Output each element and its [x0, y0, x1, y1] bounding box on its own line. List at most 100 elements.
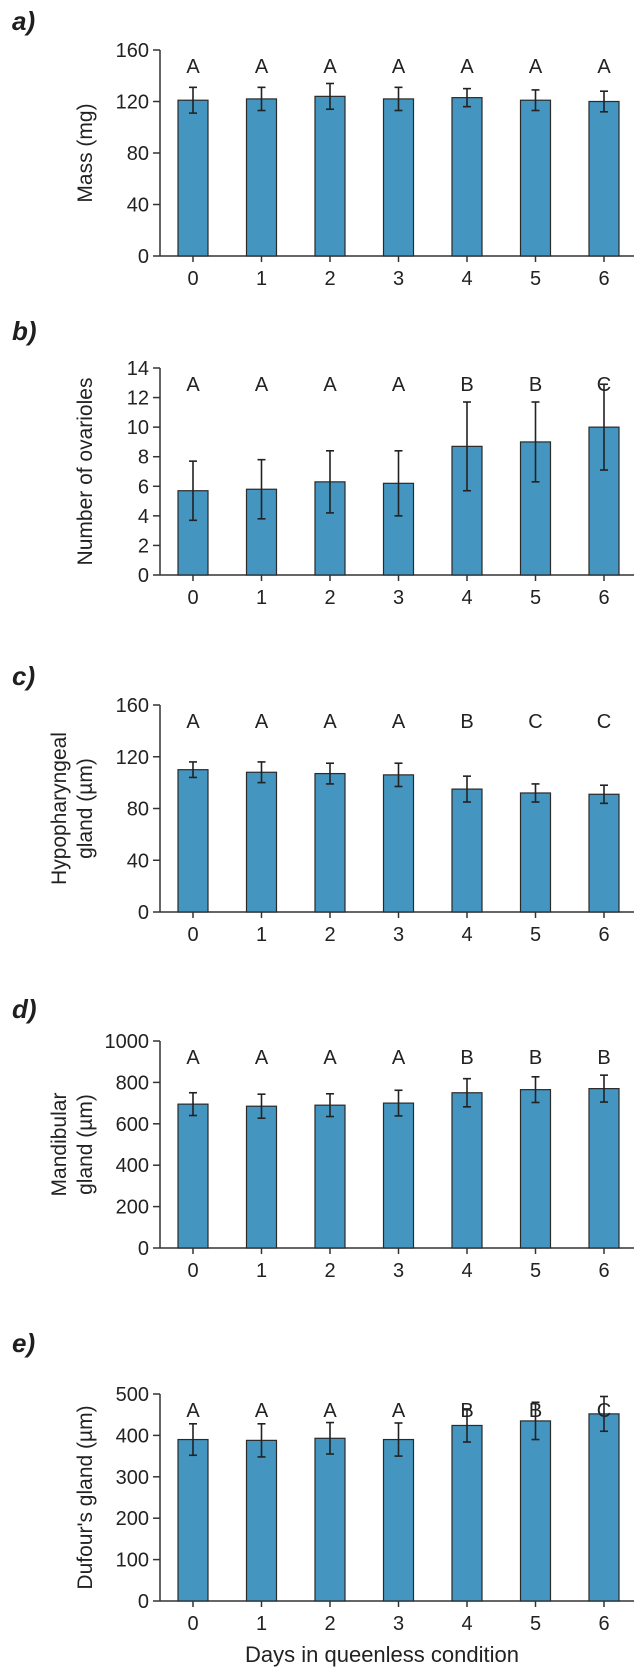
bar	[451, 1092, 483, 1249]
panel-1: a) 0 40 80 120 160 Mass (mg) 0 A 1 A 2 A 3 A 4 A 5 A 6 A	[12, 6, 634, 290]
panel-letter: a)	[12, 6, 35, 36]
bar	[177, 769, 209, 913]
x-tick-label: 5	[530, 587, 541, 609]
x-tick-label: 4	[461, 587, 472, 609]
x-tick-label: 1	[256, 268, 267, 290]
y-axis-title: gland (µm)	[74, 1094, 97, 1195]
bar	[451, 788, 483, 913]
panel-4: d) 0 200 400 600 800 1000 Mandibular gland (µm) 0…	[12, 994, 634, 1282]
y-tick-label: 10	[127, 417, 149, 439]
significance-letter: B	[460, 1047, 473, 1069]
bar	[314, 95, 346, 257]
y-tick-label: 800	[116, 1072, 149, 1094]
x-axis-title: Days in queenless condition	[245, 1642, 519, 1667]
x-tick-label: 0	[187, 1260, 198, 1282]
y-tick-label: 6	[138, 476, 149, 498]
x-tick-label: 1	[256, 1260, 267, 1282]
x-tick-label: 6	[598, 587, 609, 609]
y-tick-label: 0	[138, 565, 149, 587]
significance-letter: A	[255, 1400, 269, 1422]
y-axis-title: gland (µm)	[74, 758, 97, 859]
x-tick-label: 5	[530, 1613, 541, 1635]
y-tick-label: 0	[138, 1591, 149, 1613]
significance-letter: A	[323, 1400, 337, 1422]
x-tick-label: 6	[598, 1613, 609, 1635]
x-tick-label: 5	[530, 268, 541, 290]
bar	[588, 793, 620, 913]
x-tick-label: 3	[393, 924, 404, 946]
y-tick-label: 80	[127, 143, 149, 165]
bar	[451, 97, 483, 257]
significance-letter: B	[597, 1047, 610, 1069]
bar	[519, 99, 552, 257]
significance-letter: A	[392, 711, 406, 733]
y-tick-label: 120	[116, 92, 149, 114]
significance-letter: A	[186, 374, 200, 396]
significance-letter: A	[323, 56, 337, 78]
y-tick-label: 120	[116, 747, 149, 769]
x-tick-label: 4	[461, 924, 472, 946]
y-tick-label: 2	[138, 535, 149, 557]
x-tick-label: 3	[393, 587, 404, 609]
y-tick-label: 12	[127, 388, 149, 410]
significance-letter: A	[529, 56, 543, 78]
y-tick-label: 500	[116, 1384, 149, 1406]
panel-3: c) 0 40 80 120 160 Hypopharyngeal gland (µm) 0 A 1…	[12, 661, 634, 946]
y-tick-label: 400	[116, 1425, 149, 1447]
y-tick-label: 200	[116, 1197, 149, 1219]
bar	[245, 1439, 278, 1602]
significance-letter: B	[529, 374, 542, 396]
y-axis-title: Mandibular	[48, 1093, 71, 1197]
panel-letter: c)	[12, 661, 35, 691]
y-tick-label: 1000	[105, 1031, 150, 1053]
x-tick-label: 1	[256, 924, 267, 946]
significance-letter: A	[392, 1400, 406, 1422]
significance-letter: A	[186, 1047, 200, 1069]
significance-letter: C	[528, 711, 542, 733]
x-tick-label: 0	[187, 587, 198, 609]
x-tick-label: 0	[187, 1613, 198, 1635]
significance-letter: A	[323, 711, 337, 733]
x-tick-label: 2	[324, 924, 335, 946]
x-tick-label: 0	[187, 924, 198, 946]
x-tick-label: 1	[256, 587, 267, 609]
x-tick-label: 4	[461, 1260, 472, 1282]
x-tick-label: 2	[324, 1613, 335, 1635]
bar	[314, 772, 346, 913]
x-tick-label: 3	[393, 1260, 404, 1282]
x-tick-label: 5	[530, 1260, 541, 1282]
significance-letter: A	[323, 374, 337, 396]
significance-letter: A	[255, 56, 269, 78]
bar	[314, 1104, 346, 1249]
bar	[177, 1438, 209, 1602]
significance-letter: A	[255, 711, 269, 733]
bar	[451, 1424, 483, 1602]
panel-2: b) 0 2 4 6 8 10 12 14 Number of ovarioles 0 A 1 A 2 A 3 A…	[12, 316, 634, 609]
panel-letter: d)	[12, 994, 37, 1024]
y-tick-label: 300	[116, 1467, 149, 1489]
significance-letter: C	[597, 374, 611, 396]
significance-letter: A	[255, 374, 269, 396]
bar	[588, 1088, 620, 1249]
y-axis-title: Hypopharyngeal	[48, 732, 71, 885]
panel-5: e) 0 100 200 300 400 500 Dufour's gland (µm) 0 A 1…	[12, 1328, 634, 1635]
panel-letter: b)	[12, 316, 37, 346]
y-tick-label: 0	[138, 1238, 149, 1260]
x-tick-label: 6	[598, 1260, 609, 1282]
x-tick-label: 3	[393, 1613, 404, 1635]
x-tick-label: 6	[598, 268, 609, 290]
bar	[588, 100, 620, 257]
x-tick-label: 3	[393, 268, 404, 290]
bar	[245, 98, 278, 257]
y-axis-title: Mass (mg)	[74, 103, 97, 202]
y-tick-label: 160	[116, 40, 149, 62]
bar	[177, 99, 209, 257]
significance-letter: A	[392, 56, 406, 78]
y-axis-title: Number of ovarioles	[74, 378, 97, 566]
y-tick-label: 40	[127, 195, 149, 217]
x-tick-label: 2	[324, 268, 335, 290]
significance-letter: C	[597, 711, 611, 733]
y-tick-label: 14	[127, 358, 149, 380]
significance-letter: A	[186, 711, 200, 733]
